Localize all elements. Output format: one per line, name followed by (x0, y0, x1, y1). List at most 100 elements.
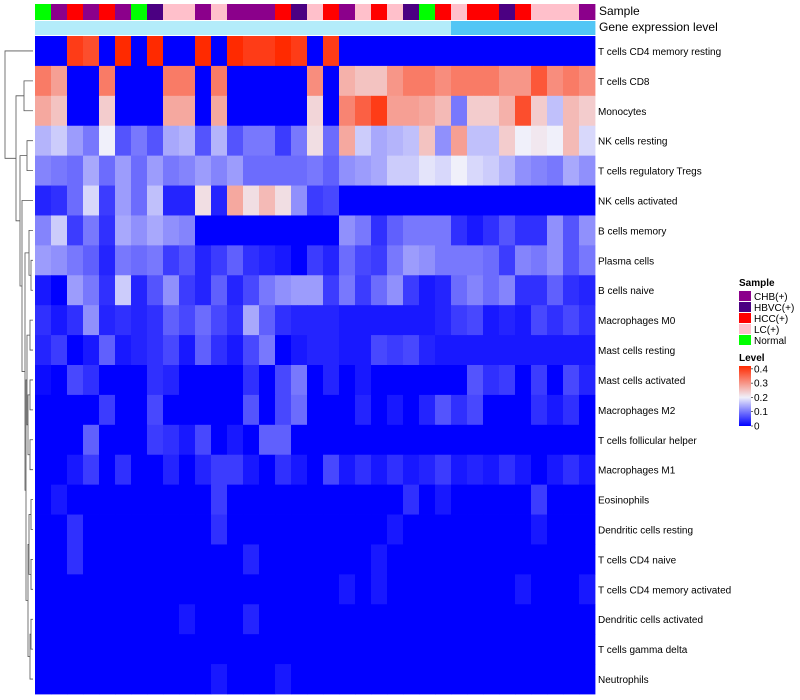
heatmap-cell (563, 155, 580, 186)
heatmap-cell (83, 574, 100, 605)
heatmap-cell (179, 634, 196, 665)
heatmap-cell (99, 275, 116, 306)
heatmap-cell (131, 305, 148, 336)
heatmap-cell (547, 604, 564, 635)
heatmap-cell (387, 36, 404, 67)
row-label: Macrophages M0 (598, 316, 676, 327)
sample-annotation-cell (195, 4, 212, 20)
heatmap-cell (67, 65, 84, 97)
heatmap-cell (515, 245, 532, 276)
heatmap-cell (195, 155, 212, 186)
heatmap-cell (339, 484, 356, 515)
heatmap-cell (243, 365, 260, 396)
heatmap-cell (515, 484, 532, 515)
heatmap-cell (483, 36, 500, 67)
row-label: T cells regulatory Tregs (598, 167, 702, 178)
heatmap-cell (483, 335, 500, 366)
heatmap-cell (515, 574, 532, 605)
heatmap-cell (227, 574, 244, 605)
heatmap-cell (355, 305, 372, 336)
heatmap-cell (499, 185, 516, 216)
heatmap-cell (499, 544, 516, 575)
heatmap-cell (515, 95, 532, 127)
heatmap-cell (563, 245, 580, 276)
heatmap-cell (243, 664, 260, 695)
heatmap-cell (387, 305, 404, 336)
heatmap-cell (531, 544, 548, 575)
heatmap-cell (99, 544, 116, 575)
heatmap-cell (339, 36, 356, 67)
sample-annotation-cell (147, 4, 164, 20)
heatmap-cell (355, 36, 372, 67)
heatmap-cell (147, 394, 164, 426)
heatmap-cell (483, 125, 500, 157)
heatmap-cell (227, 185, 244, 216)
legend-level-tick-label: 0.2 (754, 393, 768, 404)
row-label: T cells CD4 naive (598, 555, 677, 566)
heatmap-cell (579, 275, 596, 306)
row-label: Mast cells activated (598, 376, 685, 387)
heatmap-cell (227, 335, 244, 366)
heatmap-cell (195, 215, 212, 246)
heatmap-cell (563, 574, 580, 605)
legend-sample-title: Sample (739, 278, 775, 289)
heatmap-cell (579, 335, 596, 366)
heatmap-cell (227, 36, 244, 67)
row-label: T cells CD4 memory resting (598, 47, 721, 58)
heatmap-cell (547, 454, 564, 486)
heatmap-cell (451, 95, 468, 127)
sample-annotation-cell (531, 4, 548, 20)
heatmap-cell (563, 484, 580, 515)
heatmap-cell (355, 664, 372, 695)
heatmap-cell (83, 95, 100, 127)
heatmap-cell (179, 36, 196, 67)
heatmap-cell (371, 424, 388, 456)
heatmap-cell (547, 365, 564, 396)
expression-annotation-cell (179, 21, 196, 35)
heatmap-cell (467, 484, 484, 515)
heatmap-cell (115, 514, 132, 545)
heatmap-cell (163, 365, 180, 396)
heatmap-cell (67, 604, 84, 635)
heatmap-cell (195, 424, 212, 456)
heatmap-cell (35, 335, 52, 366)
heatmap-cell (499, 95, 516, 127)
heatmap-cell (163, 335, 180, 366)
heatmap-cell (483, 424, 500, 456)
heatmap-cell (451, 634, 468, 665)
heatmap-cell (531, 365, 548, 396)
heatmap-cell (99, 424, 116, 456)
heatmap-cell (163, 245, 180, 276)
heatmap-cell (387, 215, 404, 246)
heatmap-cell (323, 664, 340, 695)
heatmap-cell (291, 305, 308, 336)
heatmap-cell (259, 185, 276, 216)
heatmap-cell (275, 335, 292, 366)
expression-annotation-cell (147, 21, 164, 35)
heatmap-cell (515, 335, 532, 366)
legend-level-title: Level (739, 353, 765, 364)
heatmap-cell (179, 185, 196, 216)
heatmap-cell (355, 574, 372, 605)
heatmap-cell (131, 365, 148, 396)
heatmap-cell (403, 604, 420, 635)
heatmap-cell (499, 454, 516, 486)
heatmap-cell (243, 634, 260, 665)
legend-sample-label: LC(+) (754, 325, 779, 336)
heatmap-cell (291, 634, 308, 665)
heatmap-cells (35, 36, 596, 695)
heatmap-cell (483, 454, 500, 486)
sample-annotation-cell (211, 4, 228, 20)
row-label: Dendritic cells resting (598, 526, 693, 537)
heatmap-cell (467, 95, 484, 127)
heatmap-cell (99, 574, 116, 605)
heatmap-cell (259, 215, 276, 246)
expression-annotation-cell (499, 21, 516, 35)
sample-annotation-cell (339, 4, 356, 20)
heatmap-cell (51, 365, 68, 396)
heatmap-cell (115, 604, 132, 635)
heatmap-cell (131, 454, 148, 486)
heatmap-cell (99, 335, 116, 366)
heatmap-cell (419, 544, 436, 575)
heatmap-cell (499, 65, 516, 97)
